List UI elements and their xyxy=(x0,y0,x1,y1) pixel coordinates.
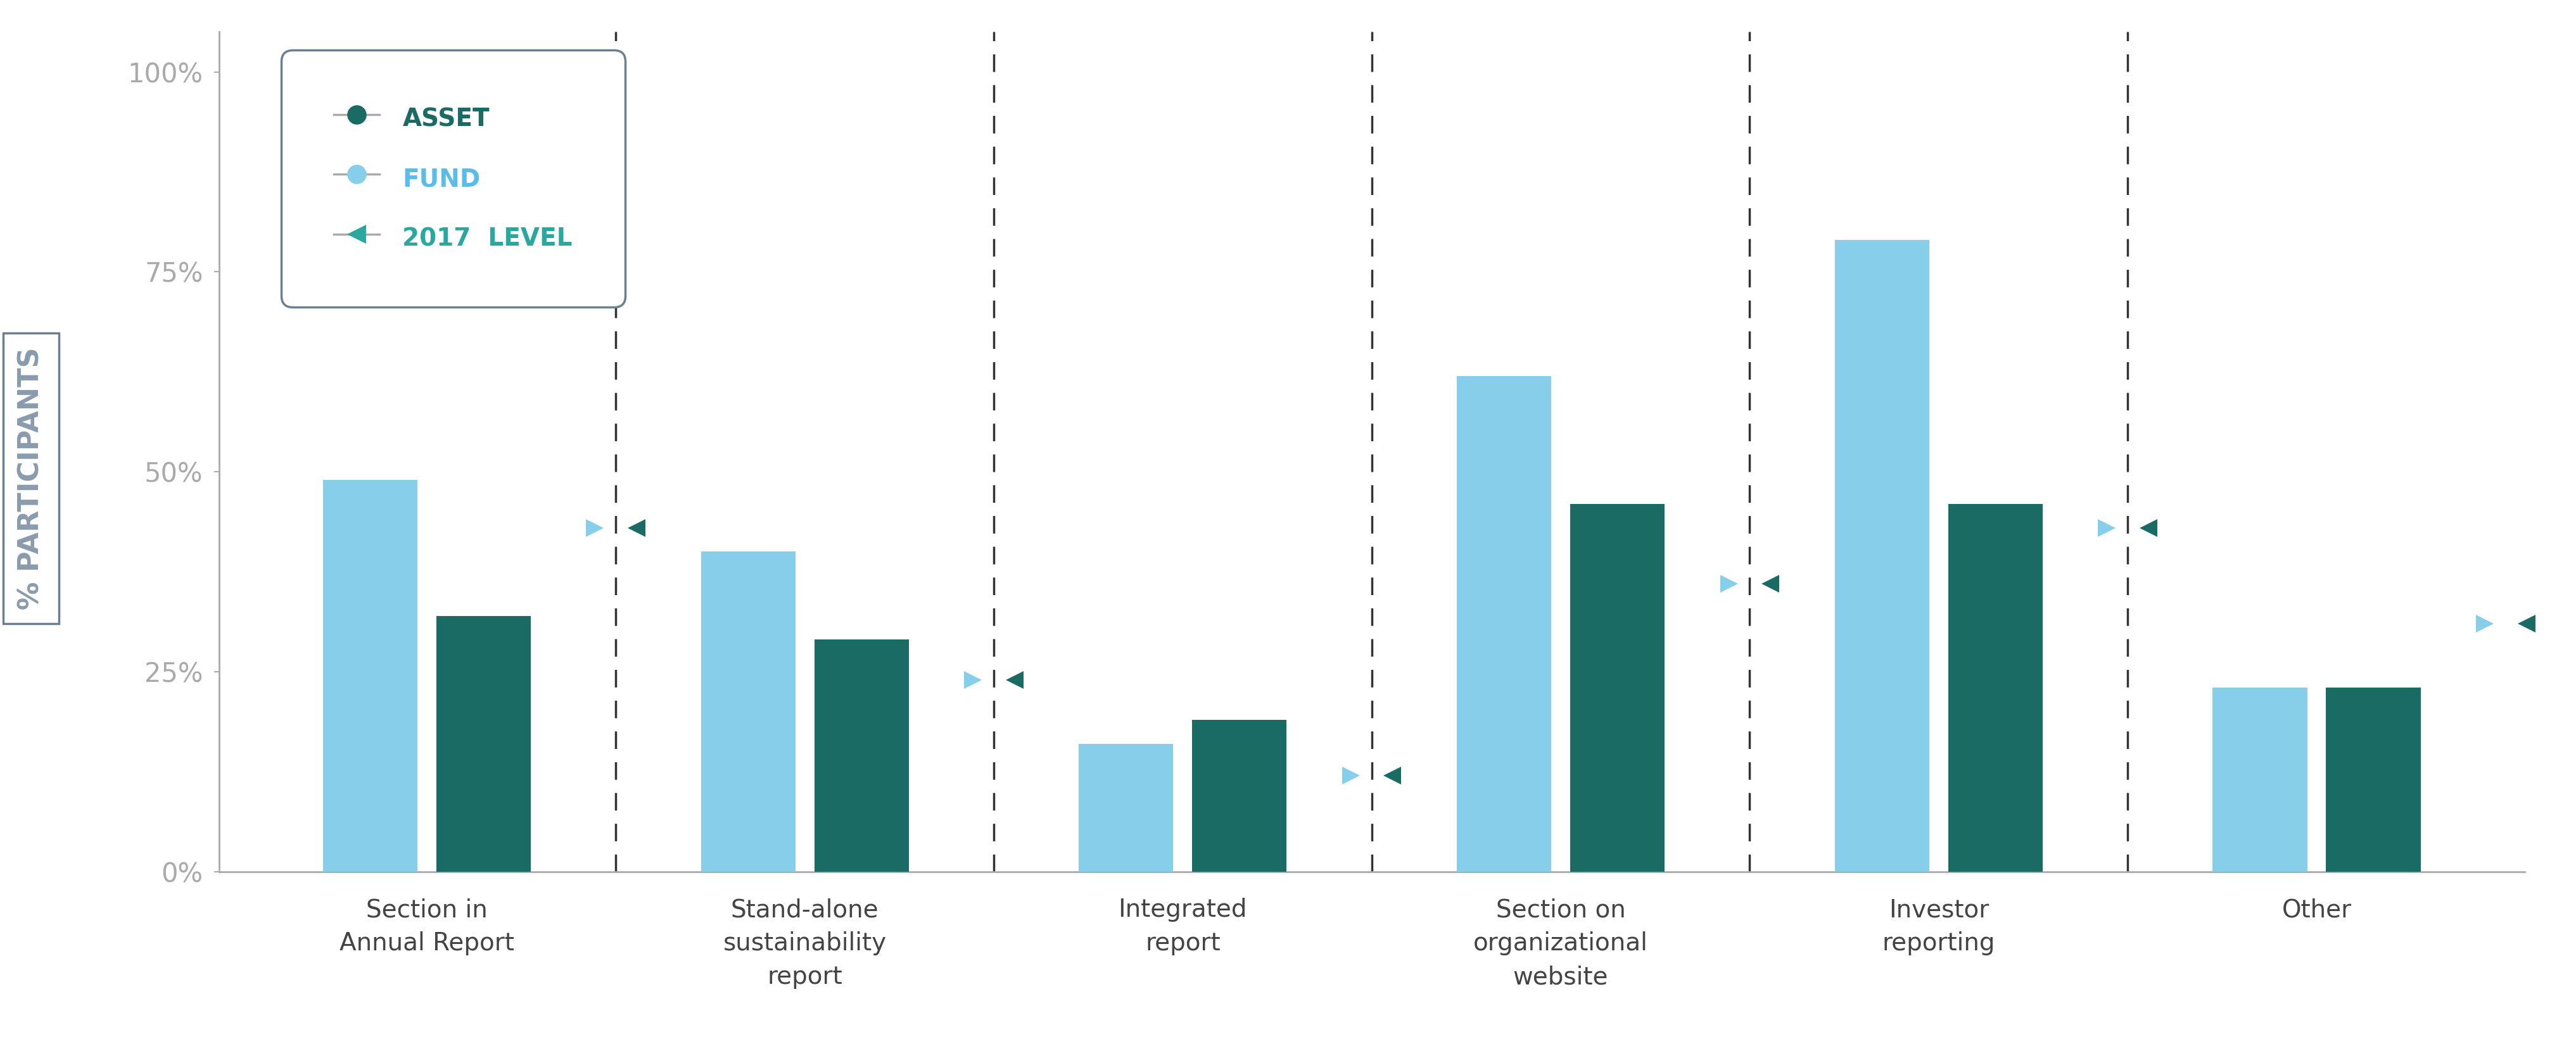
Bar xyxy=(1947,504,2043,872)
Bar xyxy=(1193,720,1285,872)
Bar xyxy=(701,552,796,872)
Legend: ASSET, FUND, 2017  LEVEL: ASSET, FUND, 2017 LEVEL xyxy=(299,68,608,289)
Bar xyxy=(435,615,531,872)
Bar xyxy=(2326,688,2421,872)
Bar xyxy=(1079,744,1172,872)
Bar xyxy=(1834,240,1929,872)
Bar xyxy=(814,640,909,872)
Bar xyxy=(2213,688,2308,872)
Bar xyxy=(1458,376,1551,872)
Text: % PARTICIPANTS: % PARTICIPANTS xyxy=(18,348,44,609)
Bar xyxy=(1571,504,1664,872)
Bar xyxy=(322,479,417,872)
